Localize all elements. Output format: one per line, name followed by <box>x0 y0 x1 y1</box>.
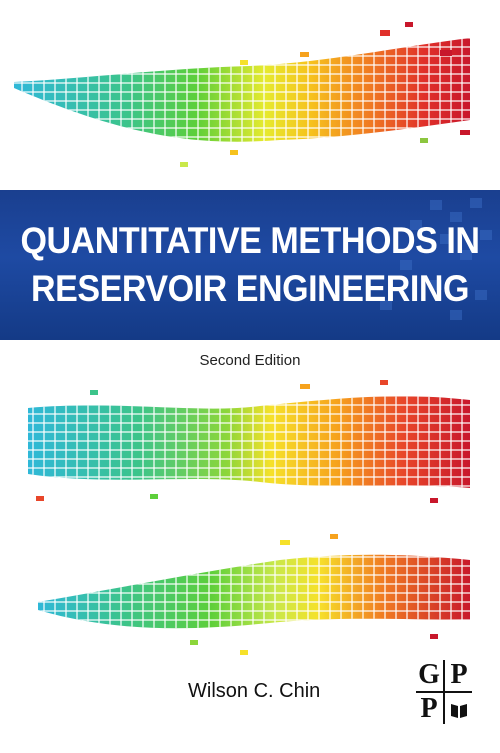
middle-grid-artwork <box>28 380 470 503</box>
logo-letter-p-bottom: P <box>420 693 438 724</box>
logo-letter-g: G <box>418 659 440 690</box>
top-grid-artwork <box>14 22 470 167</box>
logo-letter-p-top: P <box>450 659 468 690</box>
publisher-logo: G P P <box>416 659 472 724</box>
band-pattern <box>380 198 492 320</box>
author-name: Wilson C. Chin <box>188 680 321 702</box>
bottom-grid-artwork <box>38 534 470 655</box>
book-title-line1: QUANTITATIVE METHODS IN <box>20 220 480 261</box>
book-title-line2: RESERVOIR ENGINEERING <box>30 268 470 309</box>
books-icon <box>451 704 467 718</box>
title-band <box>0 190 500 340</box>
logo-divider-horizontal <box>416 691 472 693</box>
edition-label: Second Edition <box>199 352 301 369</box>
